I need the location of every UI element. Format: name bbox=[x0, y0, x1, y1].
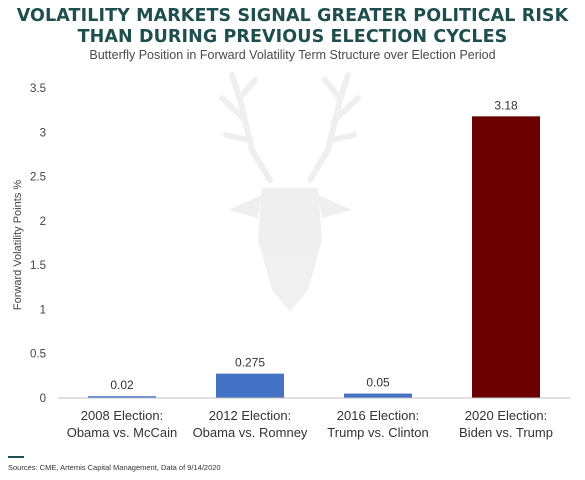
bar bbox=[216, 373, 284, 398]
x-tick-label: Trump vs. Clinton bbox=[327, 425, 428, 440]
chart-title-line1: VOLATILITY MARKETS SIGNAL GREATER POLITI… bbox=[16, 6, 569, 26]
x-tick-label: 2012 Election: bbox=[209, 408, 291, 423]
chart-subtitle: Butterfly Position in Forward Volatility… bbox=[89, 48, 496, 62]
y-tick-label: 0 bbox=[40, 393, 46, 405]
bar-data-label: 3.18 bbox=[494, 98, 518, 112]
x-tick-label: Obama vs. Romney bbox=[193, 425, 308, 440]
bar bbox=[472, 116, 540, 398]
bar-series: 0.02 0.275 0.05 3.18 bbox=[88, 98, 540, 398]
bar-data-label: 0.05 bbox=[366, 376, 390, 390]
stag-head-logo-icon bbox=[219, 72, 361, 312]
y-tick-label: 1.5 bbox=[30, 260, 46, 272]
chart-title: VOLATILITY MARKETS SIGNAL GREATER POLITI… bbox=[0, 6, 585, 48]
x-tick-label: 2016 Election: bbox=[337, 408, 419, 423]
source-note: Sources: CME, Artemis Capital Management… bbox=[8, 463, 221, 472]
y-tick-label: 2 bbox=[40, 216, 46, 228]
y-tick-label: 3 bbox=[40, 127, 46, 139]
y-axis-label: Forward Volatility Points % bbox=[12, 180, 24, 310]
x-axis: 2008 Election: Obama vs. McCain 2012 Elect… bbox=[58, 397, 570, 440]
bar bbox=[344, 393, 412, 398]
x-tick-label: 2008 Election: bbox=[81, 408, 163, 423]
bar-data-label: 0.02 bbox=[110, 378, 134, 392]
chart-title-line2: THAN DURING PREVIOUS ELECTION CYCLES bbox=[77, 27, 508, 47]
x-tick-label: Obama vs. McCain bbox=[67, 425, 178, 440]
x-tick-label: 2020 Election: bbox=[465, 408, 547, 423]
y-tick-label: 3.5 bbox=[30, 83, 46, 95]
y-tick-label: 2.5 bbox=[30, 172, 46, 184]
bar bbox=[88, 396, 156, 398]
y-tick-label: 0.5 bbox=[30, 349, 46, 361]
bar-data-label: 0.275 bbox=[235, 356, 265, 370]
footer-rule bbox=[8, 456, 24, 458]
y-tick-label: 1 bbox=[40, 304, 46, 316]
x-tick-label: Biden vs. Trump bbox=[459, 425, 553, 440]
y-axis: 0 0.5 1 1.5 2 2.5 3 3.5 bbox=[30, 83, 46, 405]
